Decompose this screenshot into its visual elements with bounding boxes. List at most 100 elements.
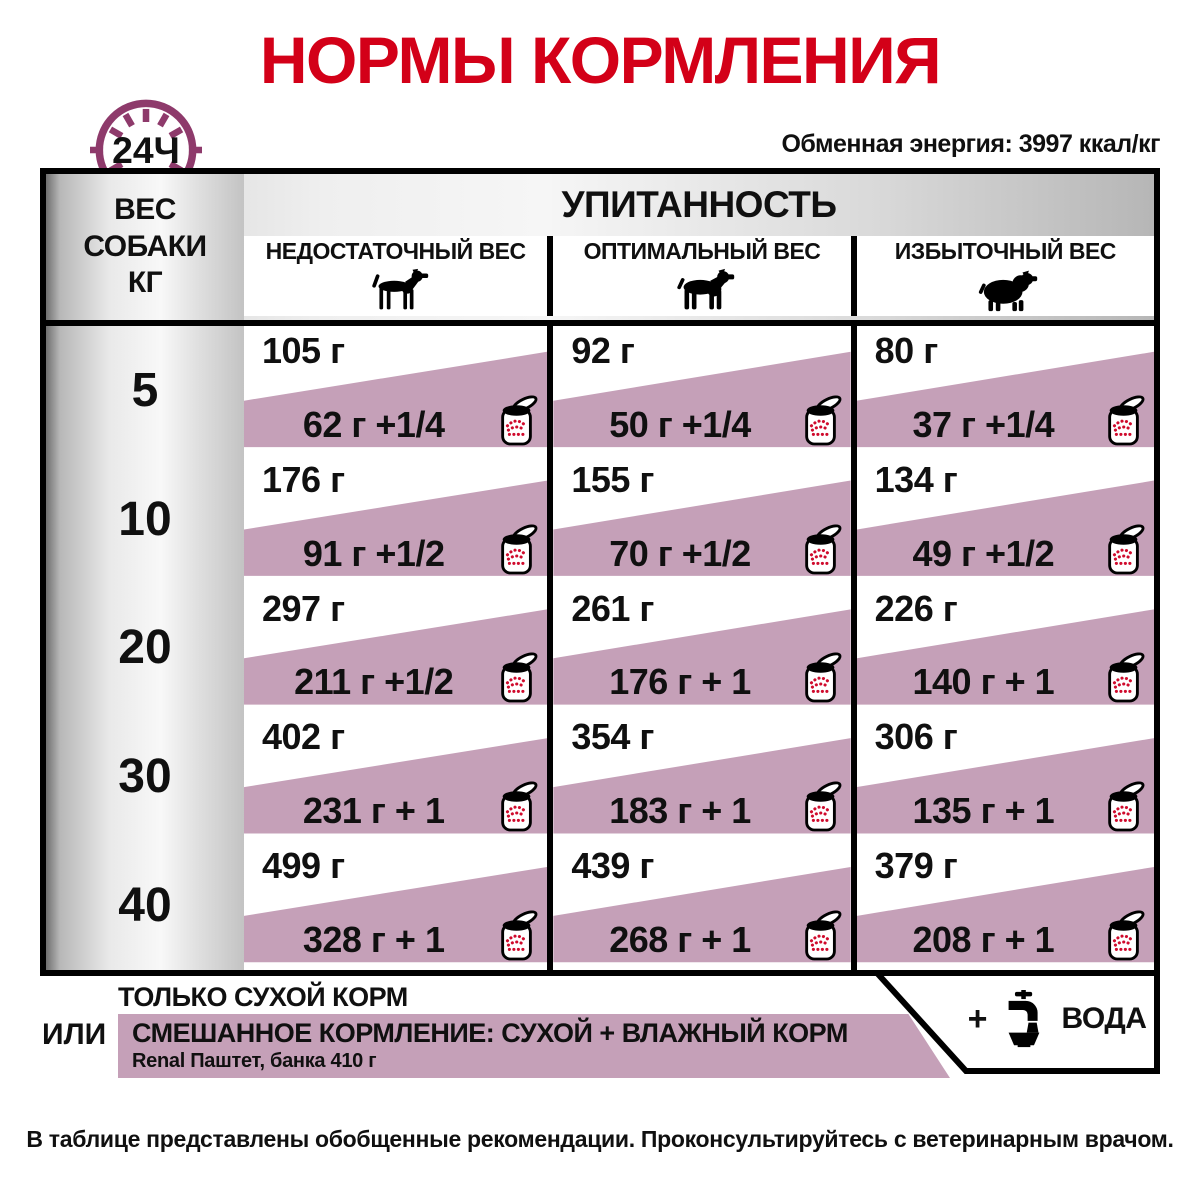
mixed-feeding-amount: 268 г + 1 xyxy=(609,918,751,960)
dog-overweight-icon xyxy=(969,267,1041,313)
footnote: В таблице представлены обобщенные рекоме… xyxy=(26,1126,1174,1152)
cell-underweight: 105 г 62 г +1/4 xyxy=(244,326,548,455)
mixed-feeding-amount: 208 г + 1 xyxy=(912,918,1055,960)
clock-label: 24Ч xyxy=(112,129,180,171)
table-row: 40 499 г 328 г + 1 439 г 268 г + 1 xyxy=(46,841,1154,970)
weight-cell: 40 xyxy=(46,841,244,970)
wet-food-can-icon xyxy=(1102,651,1146,707)
mixed-feeding-amount: 176 г + 1 xyxy=(609,661,751,703)
feeding-table: ВЕС СОБАКИ КГ УПИТАННОСТЬ НЕДОСТАТОЧНЫЙ … xyxy=(40,168,1160,976)
weight-cell: 20 xyxy=(46,583,244,713)
plus-sign: + xyxy=(967,999,988,1038)
wet-food-can-icon xyxy=(495,651,539,707)
weight-value: 20 xyxy=(118,621,172,675)
cell-optimal: 354 г 183 г + 1 xyxy=(547,712,851,842)
table-row: 20 297 г 211 г +1/2 261 г 176 г + 1 xyxy=(46,583,1154,713)
dry-food-amount: 354 г xyxy=(571,716,654,758)
water-tap-icon xyxy=(995,990,1053,1048)
weight-value: 30 xyxy=(118,750,172,804)
mixed-feeding-sublabel: Renal Паштет, банка 410 г xyxy=(132,1050,377,1072)
cell-overweight: 379 г 208 г + 1 xyxy=(850,841,1154,970)
mixed-feeding-amount: 211 г +1/2 xyxy=(294,661,454,703)
column-header-underweight: НЕДОСТАТОЧНЫЙ ВЕС xyxy=(244,236,548,316)
dry-food-amount: 105 г xyxy=(262,330,345,371)
column-label: НЕДОСТАТОЧНЫЙ ВЕС xyxy=(265,238,526,265)
mixed-feeding-amount: 62 г +1/4 xyxy=(302,403,445,445)
wet-food-can-icon xyxy=(495,523,539,579)
condition-header: УПИТАННОСТЬ xyxy=(561,184,837,225)
wet-food-can-icon xyxy=(1102,909,1146,965)
dry-food-amount: 439 г xyxy=(571,845,654,887)
water-callout: + ВОДА xyxy=(874,970,1160,1074)
weight-value: 40 xyxy=(118,879,172,933)
weight-header-line: СОБАКИ xyxy=(83,229,207,263)
wet-food-can-icon xyxy=(799,523,843,579)
mixed-feeding-amount: 50 г +1/4 xyxy=(609,403,751,445)
metabolic-energy-note: Обменная энергия: 3997 ккал/кг xyxy=(781,130,1160,158)
cell-overweight: 134 г 49 г +1/2 xyxy=(850,454,1154,584)
wet-food-can-icon xyxy=(799,909,843,965)
weight-value: 10 xyxy=(118,492,172,546)
dry-food-amount: 176 г xyxy=(262,458,345,500)
mixed-feeding-amount: 231 г + 1 xyxy=(302,790,445,832)
wet-food-can-icon xyxy=(495,394,539,450)
cell-overweight: 226 г 140 г + 1 xyxy=(850,583,1154,713)
dog-optimal-icon xyxy=(666,267,738,313)
wet-food-can-icon xyxy=(495,780,539,836)
column-label: ИЗБЫТОЧНЫЙ ВЕС xyxy=(894,238,1117,265)
mixed-feeding-amount: 183 г + 1 xyxy=(609,790,751,832)
dry-food-amount: 155 г xyxy=(571,458,654,500)
column-header-overweight: ИЗБЫТОЧНЫЙ ВЕС xyxy=(850,236,1154,316)
dry-food-amount: 297 г xyxy=(262,587,345,629)
column-header-optimal: ОПТИМАЛЬНЫЙ ВЕС xyxy=(547,236,851,316)
dry-food-amount: 379 г xyxy=(874,845,958,887)
mixed-feeding-label: СМЕШАННОЕ КОРМЛЕНИЕ: СУХОЙ + ВЛАЖНЫЙ КОР… xyxy=(132,1018,848,1048)
mixed-feeding-amount: 140 г + 1 xyxy=(912,661,1055,703)
column-label: ОПТИМАЛЬНЫЙ ВЕС xyxy=(583,238,821,265)
weight-value: 5 xyxy=(131,363,159,417)
mixed-feeding-legend: СМЕШАННОЕ КОРМЛЕНИЕ: СУХОЙ + ВЛАЖНЫЙ КОР… xyxy=(118,1014,950,1078)
dry-food-amount: 92 г xyxy=(571,330,635,371)
dry-food-amount: 402 г xyxy=(262,716,345,758)
table-body: 5 105 г 62 г +1/4 92 г 50 г +1/4 xyxy=(46,326,1154,970)
table-row: 5 105 г 62 г +1/4 92 г 50 г +1/4 xyxy=(46,326,1154,455)
wet-food-can-icon xyxy=(799,394,843,450)
water-callout-frame xyxy=(874,970,1160,1074)
wet-food-can-icon xyxy=(495,909,539,965)
wet-food-can-icon xyxy=(1102,523,1146,579)
table-row: 10 176 г 91 г +1/2 155 г 70 г +1/2 xyxy=(46,454,1154,584)
mixed-feeding-amount: 37 г +1/4 xyxy=(912,403,1055,445)
wet-food-can-icon xyxy=(1102,780,1146,836)
cell-optimal: 155 г 70 г +1/2 xyxy=(547,454,851,584)
table-header: ВЕС СОБАКИ КГ УПИТАННОСТЬ НЕДОСТАТОЧНЫЙ … xyxy=(46,174,1154,326)
dry-food-amount: 226 г xyxy=(874,587,958,629)
mixed-feeding-amount: 49 г +1/2 xyxy=(912,532,1055,574)
cell-overweight: 80 г 37 г +1/4 xyxy=(850,326,1154,455)
weight-cell: 30 xyxy=(46,712,244,842)
mixed-feeding-amount: 135 г + 1 xyxy=(912,790,1055,832)
dry-food-amount: 134 г xyxy=(874,458,958,500)
cell-underweight: 176 г 91 г +1/2 xyxy=(244,454,548,584)
weight-cell: 10 xyxy=(46,454,244,584)
weight-cell: 5 xyxy=(46,326,244,455)
wet-food-can-icon xyxy=(799,651,843,707)
legend: ИЛИ ТОЛЬКО СУХОЙ КОРМ СМЕШАННОЕ КОРМЛЕНИ… xyxy=(40,970,1160,1088)
weight-header-line: КГ xyxy=(127,266,163,300)
wet-food-can-icon xyxy=(799,780,843,836)
mixed-feeding-amount: 70 г +1/2 xyxy=(609,532,751,574)
weight-header-line: ВЕС xyxy=(114,193,176,227)
weight-column-header: ВЕС СОБАКИ КГ xyxy=(46,174,244,320)
dry-food-amount: 261 г xyxy=(571,587,654,629)
dry-food-amount: 80 г xyxy=(874,330,939,371)
cell-underweight: 402 г 231 г + 1 xyxy=(244,712,548,842)
dry-only-label: ТОЛЬКО СУХОЙ КОРМ xyxy=(118,982,408,1012)
dry-food-amount: 306 г xyxy=(874,716,958,758)
page-title: НОРМЫ КОРМЛЕНИЯ xyxy=(259,23,942,97)
cell-optimal: 439 г 268 г + 1 xyxy=(547,841,851,970)
dry-food-amount: 499 г xyxy=(262,845,345,887)
cell-overweight: 306 г 135 г + 1 xyxy=(850,712,1154,842)
water-label: ВОДА xyxy=(1061,1002,1147,1035)
cell-optimal: 92 г 50 г +1/4 xyxy=(547,326,851,455)
wet-food-can-icon xyxy=(1102,394,1146,450)
